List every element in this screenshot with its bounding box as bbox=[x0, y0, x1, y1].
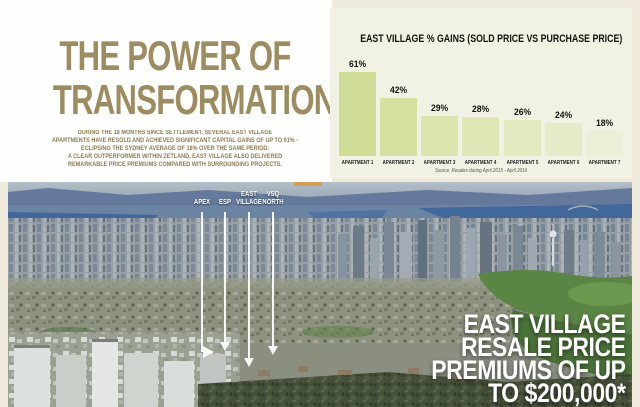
bar-category-label: APARTMENT 3 bbox=[423, 160, 456, 166]
chart-title: EAST VILLAGE % GAINS (SOLD PRICE VS PURC… bbox=[360, 33, 623, 45]
headline-line: RESALE PRICE bbox=[461, 332, 626, 362]
marker-label-text: APEX bbox=[193, 199, 211, 206]
bar-value-label: 61% bbox=[348, 59, 367, 70]
body-line: REMARKABLE PRICE PREMIUMS COMPARED WITH … bbox=[68, 162, 282, 168]
bar-category-label: APARTMENT 6 bbox=[547, 160, 580, 166]
page-title: THE POWER OF TRANSFORMATION bbox=[10, 34, 340, 122]
bar-value-label: 42% bbox=[390, 85, 408, 96]
marker-label-esp: ESP bbox=[208, 199, 242, 207]
bar bbox=[503, 120, 541, 156]
page-title-line-1: THE POWER OF bbox=[59, 32, 291, 79]
bar-apartment-7: 18% APARTMENT 7 bbox=[585, 118, 623, 166]
marker-line-vsq-north bbox=[268, 212, 278, 355]
marker-label-text: VSQ bbox=[266, 191, 280, 198]
bar-value-label: 24% bbox=[554, 110, 572, 121]
body-line: DURING THE 18 MONTHS SINCE SETTLEMENT, S… bbox=[77, 130, 273, 136]
marker-label-text: ESP bbox=[219, 199, 231, 206]
marker-label-apex: APEX bbox=[185, 199, 219, 207]
top-section-background bbox=[0, 0, 332, 182]
marker-label-vsq-north: VSQ NORTH bbox=[254, 191, 291, 207]
chart-source-note: Source: Resales during April 2015 - Apri… bbox=[434, 168, 528, 174]
bar bbox=[585, 131, 623, 156]
hero-section: THE POWER OF TRANSFORMATION DURING THE 1… bbox=[10, 0, 340, 182]
bar-category-label: APARTMENT 5 bbox=[506, 160, 538, 166]
bar-apartment-2: 42% APARTMENT 2 bbox=[380, 85, 418, 166]
body-line: ECLIPSING THE SYDNEY AVERAGE OF 18% OVER… bbox=[81, 146, 269, 152]
headline-line: PREMIUMS OF UP bbox=[431, 355, 627, 385]
marker-line-east-village bbox=[244, 212, 254, 367]
marker-label-text: NORTH bbox=[262, 199, 284, 206]
bar bbox=[339, 72, 376, 156]
bar-chart-plot-area: 61% APARTMENT 1 42% APARTMENT 2 29% APAR… bbox=[339, 44, 623, 166]
bar-category-label: APARTMENT 1 bbox=[341, 160, 374, 166]
bar-apartment-4: 28% APARTMENT 4 bbox=[462, 104, 500, 166]
aerial-photo-illustration bbox=[8, 182, 632, 407]
marker-line-esp bbox=[220, 212, 230, 351]
bar-value-label: 26% bbox=[513, 107, 531, 118]
bar bbox=[544, 123, 582, 156]
resale-premium-headline: EAST VILLAGE RESALE PRICE PREMIUMS OF UP… bbox=[431, 309, 627, 407]
bar-value-label: 28% bbox=[472, 104, 490, 115]
bar-apartment-5: 26% APARTMENT 5 bbox=[503, 107, 541, 166]
bar bbox=[380, 98, 418, 156]
headline-line: TO $200,000* bbox=[488, 378, 627, 407]
bar-category-label: APARTMENT 4 bbox=[465, 160, 497, 166]
marker-label-text: VILLAGE bbox=[236, 199, 262, 206]
marker-label-text: EAST bbox=[241, 191, 257, 198]
marker-label-east-village: EAST VILLAGE bbox=[230, 191, 267, 207]
gains-bar-chart-panel: EAST VILLAGE % GAINS (SOLD PRICE VS PURC… bbox=[330, 8, 632, 178]
aerial-photo-section: APEX ESP EAST VILLAGE VSQ NORTH EAST VIL… bbox=[8, 182, 632, 407]
body-line: APARTMENTS HAVE RESOLD AND ACHIEVED SIGN… bbox=[51, 138, 299, 144]
bar bbox=[421, 116, 459, 156]
bar-apartment-6: 24% APARTMENT 6 bbox=[544, 110, 582, 166]
marker-arrows bbox=[201, 212, 278, 367]
hero-body-copy: DURING THE 18 MONTHS SINCE SETTLEMENT, S… bbox=[23, 129, 327, 169]
headline-line: EAST VILLAGE bbox=[464, 309, 626, 339]
bar-value-label: 29% bbox=[431, 103, 449, 114]
body-line: A CLEAR OUTPERFORMER WITHIN ZETLAND, EAS… bbox=[67, 154, 283, 160]
bar-value-label: 18% bbox=[595, 118, 613, 129]
page-title-line-2: TRANSFORMATION bbox=[52, 76, 336, 123]
marker-line-apex bbox=[201, 212, 214, 358]
bar-apartment-1: 61% APARTMENT 1 bbox=[339, 59, 376, 166]
bar-category-label: APARTMENT 2 bbox=[382, 160, 415, 166]
bar-category-label: APARTMENT 7 bbox=[588, 160, 621, 166]
bar-apartment-3: 29% APARTMENT 3 bbox=[421, 103, 459, 166]
sydney-tower bbox=[549, 224, 557, 266]
bar bbox=[462, 117, 500, 156]
